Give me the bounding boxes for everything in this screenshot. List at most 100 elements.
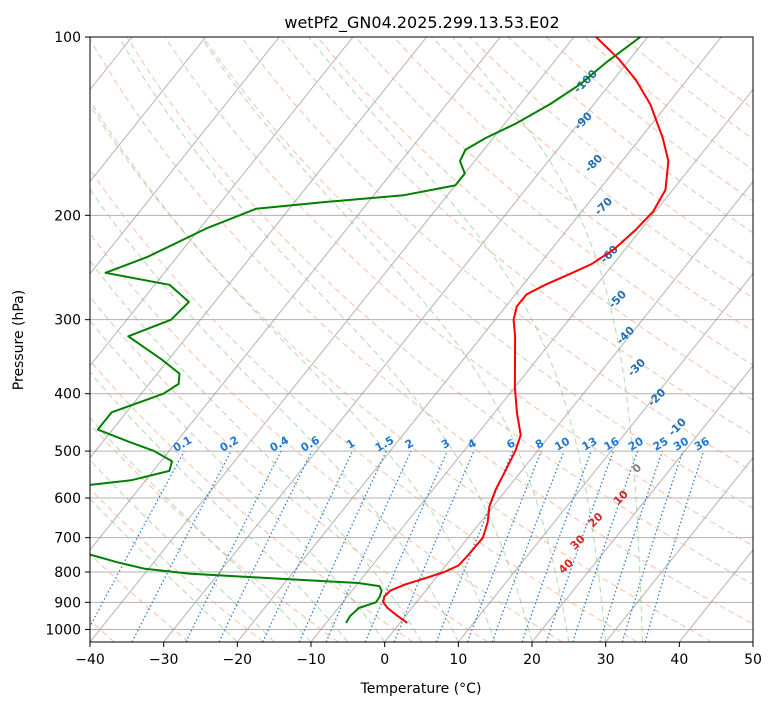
mixing-ratio-line: [298, 450, 387, 642]
moist-adiabat-label: -40: [614, 324, 637, 347]
dry-adiabat-line: [202, 37, 753, 509]
mixing-ratio-line: [572, 450, 639, 642]
y-tick-label: 1000: [45, 622, 81, 638]
y-tick-label: 100: [54, 30, 81, 46]
dry-adiabat-line: [90, 38, 753, 625]
moist-adiabat-line: [452, 37, 643, 642]
mixing-ratio-line: [466, 450, 542, 642]
mixing-ratio-line: [393, 450, 475, 642]
dewpoint-profile-line: [90, 37, 641, 624]
mixing-ratio-line: [644, 450, 705, 642]
moist-adiabat-label: -50: [606, 288, 629, 311]
x-tick-label: 0: [380, 652, 389, 668]
mixing-ratio-line: [491, 450, 565, 642]
plot-area: 0.1 0.2 0.4 0.6 1 1.5 2 3 4 6 8 10 13 16 20 25 30 36-100-…: [0, 37, 753, 642]
mixing-ratio-label: 2: [403, 437, 416, 452]
moist-adiabat-label: -20: [645, 386, 668, 409]
dry-adiabat-line: [393, 37, 753, 332]
x-tick-label: 10: [449, 652, 467, 668]
y-tick-label: 200: [54, 208, 81, 224]
moist-adiabat-label: -10: [666, 415, 689, 438]
isotherm-line: [678, 549, 753, 642]
mixing-ratio-label: 4: [466, 436, 479, 451]
plot-frame: [89, 36, 754, 643]
y-tick-label: 700: [54, 531, 81, 547]
isotherm-line: [163, 37, 649, 642]
mixing-ratio-line: [599, 450, 663, 642]
isotherm-line: [310, 88, 753, 642]
dry-adiabat-label: 10: [611, 487, 631, 507]
x-tick-label: −40: [75, 652, 105, 668]
mixing-ratio-line: [435, 450, 514, 642]
y-tick-label: 300: [54, 313, 81, 329]
dry-adiabat-line: [355, 37, 753, 366]
chart-title: wetPf2_GN04.2025.299.13.53.E02: [284, 13, 559, 33]
moist-adiabat-label: -90: [572, 109, 595, 132]
moist-adiabat-line: [200, 37, 570, 642]
dry-adiabat-line: [90, 296, 488, 642]
mixing-ratio-line: [262, 450, 354, 642]
dry-adiabats: [90, 37, 753, 642]
x-tick-label: 40: [670, 652, 688, 668]
mixing-ratio-label: 8: [533, 437, 546, 452]
x-tick-label: 20: [523, 652, 541, 668]
dry-adiabat-line: [90, 232, 563, 642]
dry-adiabat-line: [90, 423, 339, 642]
isotherms: [0, 37, 753, 642]
dry-adiabat-line: [90, 104, 712, 642]
x-tick-label: 30: [597, 652, 615, 668]
dry-adiabat-line: [90, 359, 414, 642]
mixing-ratio-line: [218, 450, 313, 642]
moist-adiabat-label: -70: [592, 195, 615, 218]
isotherm-line: [605, 457, 753, 642]
x-tick-label: −10: [296, 652, 326, 668]
y-tick-label: 800: [54, 565, 81, 581]
y-tick-label: 400: [54, 387, 81, 403]
dry-adiabat-label: 30: [568, 532, 588, 552]
isotherm-line: [531, 364, 753, 642]
isotherm-line: [90, 37, 428, 459]
moist-adiabat-line: [308, 37, 607, 642]
y-axis-ticks: 100 200 300 400 500 600 700 800 900 1000: [45, 30, 90, 638]
dry-adiabat-line: [90, 168, 638, 642]
profile-series: [90, 37, 670, 624]
moist-adiabat-line: [90, 371, 349, 642]
dry-adiabat-label: 40: [556, 556, 576, 576]
x-axis-title: Temperature (°C): [360, 681, 482, 697]
moist-adiabat-line: [90, 188, 459, 642]
isotherm-line: [752, 641, 753, 642]
moist-adiabat-line: [90, 99, 496, 642]
isotherm-line: [384, 180, 753, 642]
y-tick-label: 500: [54, 444, 81, 460]
moist-adiabats: [90, 37, 643, 642]
temperature-profile-line: [382, 37, 670, 624]
isotherm-line: [90, 37, 354, 367]
dry-adiabat-line: [583, 37, 753, 171]
x-tick-label: 50: [744, 652, 762, 668]
moist-adiabat-line: [90, 459, 275, 642]
mixing-ratio-line: [325, 450, 412, 642]
mixing-ratio-line: [364, 450, 448, 642]
moist-adiabat-line: [118, 37, 533, 642]
y-tick-label: 600: [54, 491, 81, 507]
isotherm-line: [90, 37, 207, 183]
moist-adiabat-line: [90, 320, 386, 642]
isotherm-line: [236, 37, 722, 642]
dry-adiabat-line: [90, 553, 190, 642]
dry-adiabat-label: 20: [586, 510, 606, 530]
isotherm-line: [90, 37, 501, 551]
x-tick-label: −20: [223, 652, 253, 668]
isotherm-line: [90, 37, 280, 275]
y-tick-label: 900: [54, 595, 81, 611]
isotherm-line: [0, 37, 58, 642]
moist-adiabat-line: [90, 260, 422, 642]
dry-adiabat-label: 0: [630, 461, 645, 476]
y-axis-title: Pressure (hPa): [11, 290, 27, 390]
dry-adiabat-line: [126, 37, 753, 586]
dry-adiabat-line: [278, 37, 753, 436]
x-axis-ticks: −40 −30 −20 −10 0 10 20 30 40 50: [75, 642, 762, 668]
mixing-ratio-line: [545, 450, 614, 642]
dry-adiabat-line: [164, 37, 753, 547]
moist-adiabat-line: [90, 498, 238, 642]
